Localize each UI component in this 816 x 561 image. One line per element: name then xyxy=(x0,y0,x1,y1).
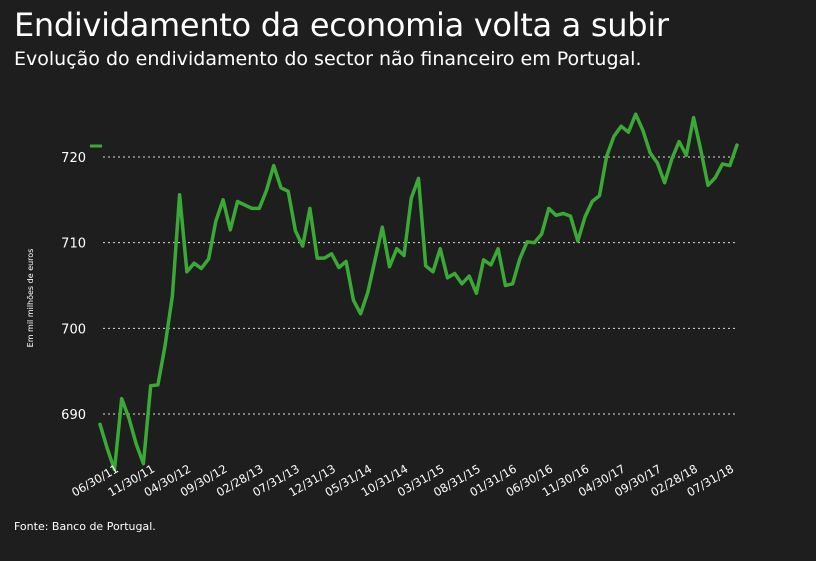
y-axis-title: Em mil milhões de euros xyxy=(26,249,35,348)
y-axis: 690 700 710 720 xyxy=(61,151,86,423)
series-group xyxy=(98,112,739,472)
y-tick-label: 720 xyxy=(61,151,86,166)
series-line xyxy=(98,112,739,472)
y-tick-label: 700 xyxy=(61,322,86,337)
y-tick-label: 690 xyxy=(61,408,86,423)
source-note: Fonte: Banco de Portugal. xyxy=(14,520,156,533)
y-tick-label: 710 xyxy=(61,237,86,252)
gridlines xyxy=(103,156,737,415)
chart-subtitle: Evolução do endividamento do sector não … xyxy=(14,48,642,70)
x-axis: 06/30/1111/30/1104/30/1209/30/1202/28/13… xyxy=(69,462,736,500)
chart-title: Endividamento da economia volta a subir xyxy=(14,6,669,44)
